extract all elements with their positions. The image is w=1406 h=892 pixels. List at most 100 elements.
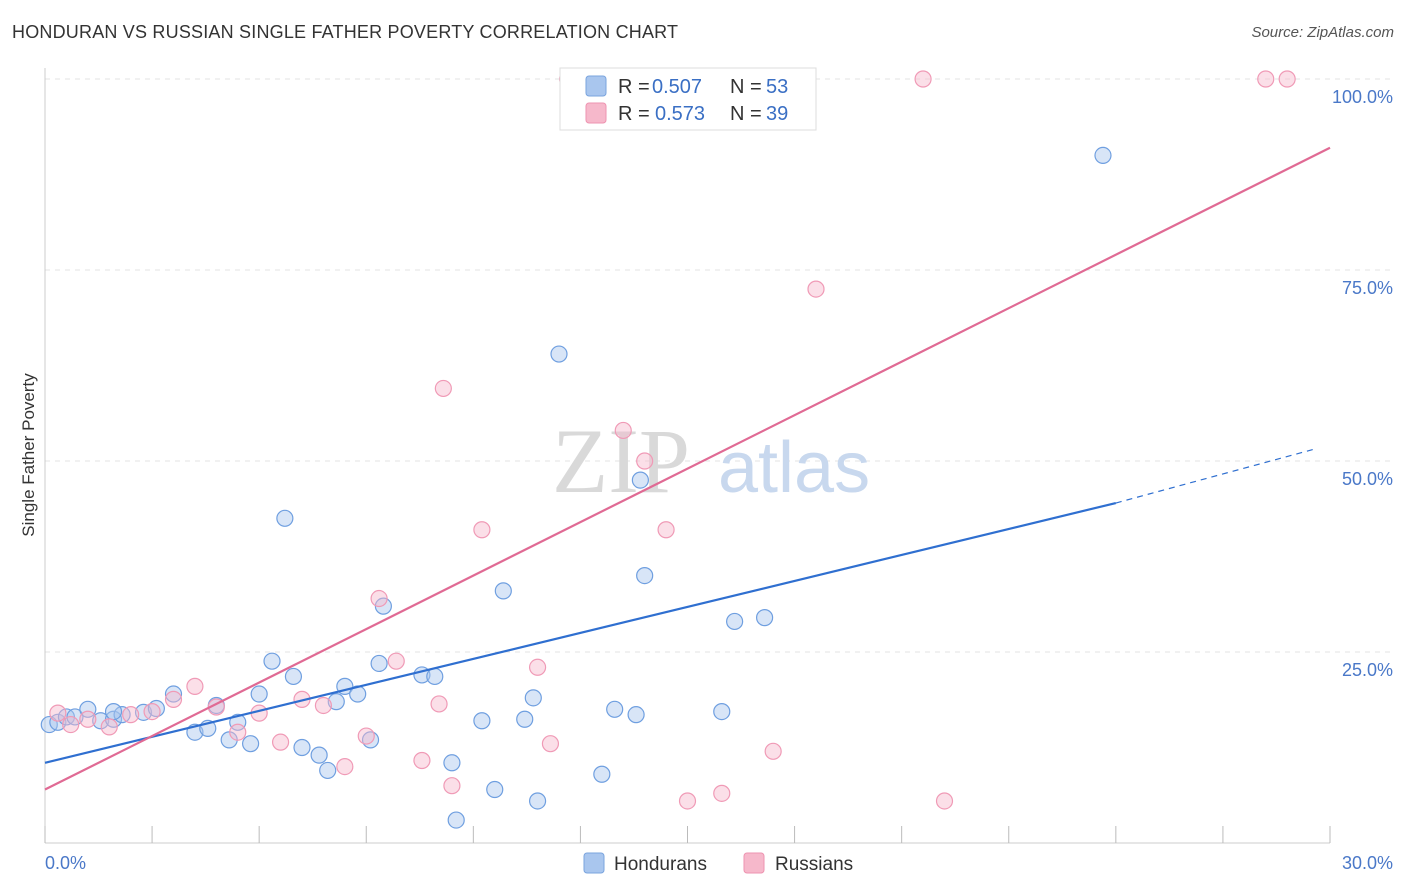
data-point — [528, 658, 547, 676]
trend-lines — [44, 146, 1331, 791]
data-point — [593, 765, 611, 783]
data-point — [678, 792, 697, 810]
data-point — [443, 754, 461, 772]
data-point — [242, 735, 260, 753]
x-tick-label: 0.0% — [45, 853, 86, 873]
y-axis-label: Single Father Poverty — [19, 373, 38, 537]
data-point — [336, 757, 354, 776]
trend-line — [44, 501, 1117, 764]
legend-r-label-hondurans: R = — [618, 76, 650, 98]
data-point — [186, 677, 204, 695]
data-point — [1257, 70, 1275, 88]
data-point — [319, 761, 337, 780]
legend-swatch-russians — [585, 102, 607, 124]
chart-title: HONDURAN VS RUSSIAN SINGLE FATHER POVERT… — [12, 22, 679, 42]
data-point — [229, 713, 247, 731]
y-tick-label: 50.0% — [1342, 469, 1393, 489]
bottom-legend-label-hondurans: Hondurans — [614, 854, 707, 875]
legend-r-value-hondurans: 0.507 — [652, 76, 702, 98]
legend-r-value-russians: 0.573 — [655, 103, 705, 125]
data-point — [447, 811, 465, 829]
data-point — [327, 693, 345, 711]
bottom-legend-label-russians: Russians — [775, 854, 853, 875]
data-point — [62, 715, 80, 734]
data-point — [370, 589, 388, 608]
data-point — [606, 700, 624, 718]
y-tick-label: 25.0% — [1342, 660, 1393, 680]
data-point — [229, 723, 247, 741]
watermark-atlas: atlas — [718, 428, 870, 508]
data-point — [807, 280, 825, 298]
legend-r-label-russians: R = — [618, 103, 650, 125]
data-point — [250, 685, 268, 703]
data-point — [713, 784, 731, 802]
data-point — [550, 345, 568, 363]
data-point — [310, 746, 328, 764]
legend-n-value-hondurans: 53 — [766, 76, 788, 98]
data-point — [1278, 70, 1296, 88]
watermark: ZIP atlas — [552, 410, 870, 512]
data-point — [357, 727, 375, 745]
data-point — [164, 685, 183, 703]
data-point — [434, 379, 452, 398]
bottom-legend: Hondurans Russians — [583, 852, 853, 875]
data-point — [494, 582, 512, 600]
data-point — [631, 471, 649, 489]
legend-n-value-russians: 39 — [766, 103, 788, 125]
data-point — [104, 702, 123, 721]
data-point — [935, 792, 954, 810]
watermark-zip: ZIP — [552, 410, 690, 512]
data-point — [726, 612, 744, 631]
stats-legend: R = 0.507 N = 53 R = 0.573 N = 39 — [559, 67, 817, 131]
data-point — [79, 700, 97, 718]
data-point — [524, 689, 542, 707]
data-point — [614, 421, 632, 440]
data-point — [1094, 146, 1112, 164]
data-point — [293, 738, 311, 757]
legend-n-label-russians: N = — [730, 103, 762, 125]
trend-line — [44, 146, 1331, 791]
data-point — [486, 780, 504, 799]
data-point — [263, 652, 281, 670]
data-point — [443, 777, 461, 795]
data-point — [284, 667, 303, 686]
trend-line-extension — [1115, 448, 1314, 504]
data-point — [92, 712, 110, 730]
data-point — [430, 695, 448, 713]
data-point — [516, 710, 534, 728]
data-point — [764, 742, 782, 760]
data-point — [473, 521, 491, 539]
data-point — [627, 706, 645, 724]
data-point — [271, 733, 290, 751]
source-attribution: Source: ZipAtlas.com — [1251, 24, 1394, 41]
data-point — [426, 667, 444, 686]
data-point — [636, 452, 654, 470]
data-point — [914, 70, 932, 88]
data-point — [370, 654, 388, 673]
data-point — [387, 652, 405, 670]
data-point — [657, 521, 675, 539]
data-point — [473, 712, 491, 730]
grid-lines — [45, 78, 1395, 653]
data-point — [276, 509, 294, 527]
bottom-legend-swatch-russians — [743, 852, 765, 874]
data-point — [541, 735, 560, 753]
data-point — [49, 713, 67, 731]
bottom-legend-swatch-hondurans — [583, 852, 605, 874]
data-point — [100, 718, 118, 736]
data-point — [79, 710, 97, 728]
data-point — [528, 792, 547, 810]
data-point — [49, 704, 67, 722]
legend-swatch-hondurans — [585, 75, 607, 97]
data-point — [164, 690, 183, 708]
x-tick-label: 30.0% — [1342, 853, 1393, 873]
y-tick-label: 100.0% — [1332, 87, 1393, 107]
data-point — [636, 566, 654, 585]
data-point — [122, 706, 140, 724]
data-point — [314, 696, 333, 715]
legend-n-label-hondurans: N = — [730, 76, 762, 98]
axes: 25.0% 50.0% 75.0% 100.0% 0.0% 30.0% — [44, 68, 1393, 873]
data-point — [413, 751, 431, 770]
y-tick-label: 75.0% — [1342, 278, 1393, 298]
